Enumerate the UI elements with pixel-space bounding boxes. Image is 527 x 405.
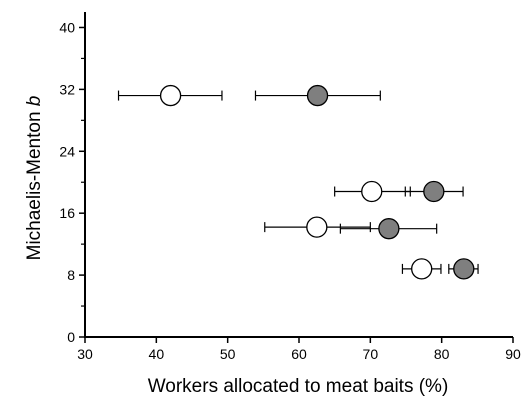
x-tick-label: 50 [220, 346, 236, 362]
y-tick-label: 32 [59, 81, 75, 97]
x-tick-label: 80 [434, 346, 450, 362]
open-circle-point [411, 258, 433, 280]
y-axis-title: Michaelis-Menton b [24, 96, 45, 261]
y-tick-label: 16 [59, 205, 75, 221]
y-tick-label: 8 [67, 267, 75, 283]
x-tick-label: 60 [291, 346, 307, 362]
x-tick-label: 70 [363, 346, 379, 362]
open-circle-point [159, 84, 182, 107]
y-tick-label: 24 [59, 143, 75, 159]
y-tick-label: 0 [67, 329, 75, 345]
x-tick-label: 40 [149, 346, 165, 362]
data-points [117, 84, 479, 280]
axes: 30 40 50 60 70 80 90 0 8 16 24 32 40 [59, 12, 521, 362]
y-axis-title-variable: b [24, 96, 45, 107]
x-tick-label: 30 [77, 346, 93, 362]
y-axis-title-text: Michaelis-Menton [24, 106, 45, 260]
open-circle-point [361, 180, 383, 203]
x-axis-title: Workers allocated to meat baits (%) [148, 376, 449, 397]
open-circle-point [306, 216, 328, 238]
filled-circle-point [378, 218, 400, 240]
filled-circle-point [423, 180, 445, 203]
x-tick-label: 90 [505, 346, 521, 362]
y-tick-label: 40 [59, 19, 75, 35]
filled-circle-point [306, 84, 329, 107]
filled-circle-point [453, 258, 475, 280]
